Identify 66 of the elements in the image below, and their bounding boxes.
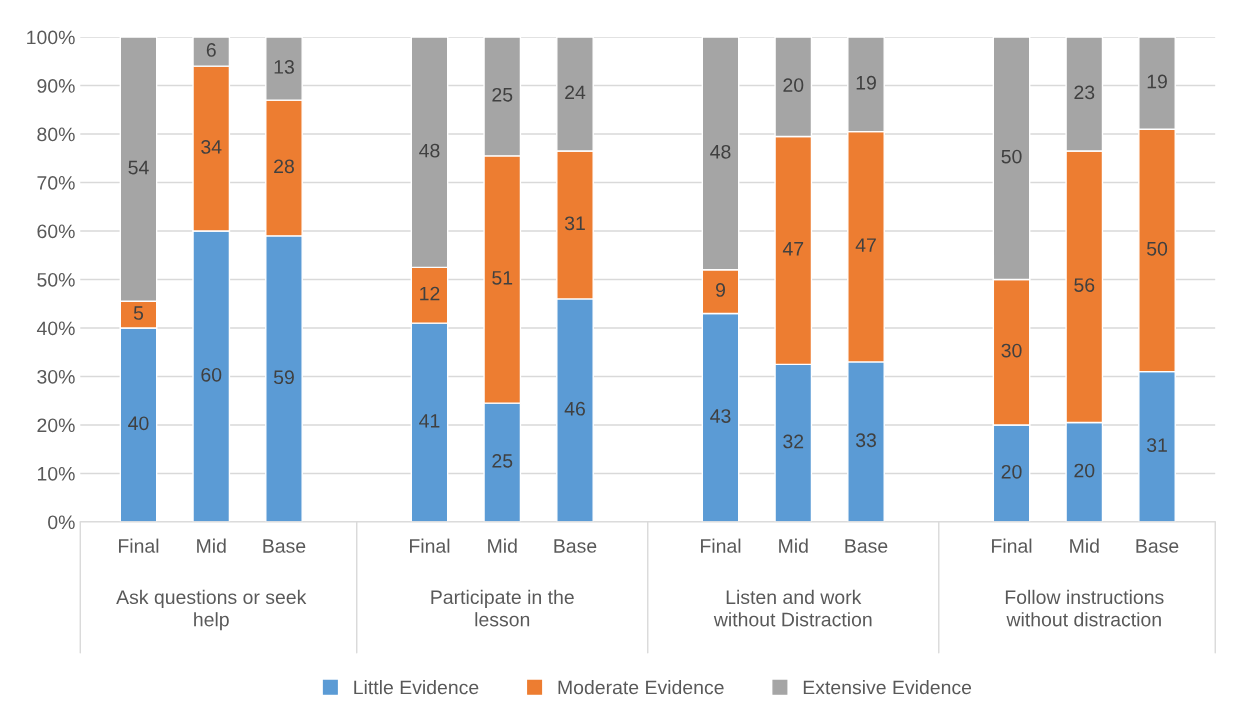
text: Listen and work without Distraction	[713, 589, 872, 627]
data-label: 31	[564, 216, 585, 231]
y-tick-label: 100%	[27, 30, 75, 45]
data-label: 60	[201, 367, 222, 382]
data-label: 46	[564, 401, 585, 416]
data-label: 43	[710, 409, 731, 423]
data-label: 25	[492, 87, 513, 102]
data-label: 47	[855, 238, 876, 252]
data-label: 40	[128, 416, 149, 431]
data-label: 48	[419, 143, 440, 158]
y-tick-label: 40%	[36, 321, 75, 336]
data-label: 54	[128, 160, 149, 175]
data-label: 50	[1147, 241, 1168, 256]
data-label: 33	[855, 433, 876, 448]
y-tick-label: 10%	[37, 466, 75, 481]
text: Participate in the lesson	[431, 589, 574, 627]
x-tick-label: Mid	[488, 538, 517, 553]
x-tick-label: Mid	[197, 538, 226, 553]
x-tick-label: Final	[119, 538, 159, 553]
data-label: 30	[1001, 343, 1022, 358]
legend-label: Extensive Evidence	[803, 680, 972, 695]
legend-label: Moderate Evidence	[558, 680, 724, 695]
data-label: 51	[492, 271, 513, 285]
x-tick-label: Base	[554, 539, 597, 553]
data-label: 5	[133, 306, 144, 320]
data-label: 6	[206, 43, 216, 57]
data-label: 34	[201, 140, 222, 154]
text: Follow instructions without distraction	[1005, 589, 1164, 627]
x-tick-label: Mid	[1070, 538, 1099, 553]
x-tick-label: Base	[845, 539, 888, 553]
data-label: 19	[1147, 74, 1167, 89]
text: Ask questions or seek help	[116, 589, 307, 631]
data-label: 47	[782, 242, 804, 256]
x-tick-label: Final	[410, 538, 450, 553]
data-label: 23	[1074, 85, 1095, 100]
data-label: 12	[420, 286, 440, 301]
x-tick-label: Base	[1136, 539, 1179, 553]
x-tick-label: Final	[701, 538, 741, 553]
data-label: 56	[1074, 278, 1095, 292]
y-tick-label: 50%	[37, 272, 75, 287]
data-label: 31	[1146, 438, 1167, 452]
y-tick-label: 0%	[48, 515, 75, 530]
y-tick-label: 70%	[37, 176, 75, 190]
data-label: 19	[856, 75, 876, 90]
legend-label: Little Evidence	[354, 680, 479, 695]
data-label: 20	[783, 78, 804, 92]
data-label: 50	[1001, 149, 1022, 164]
y-tick-label: 60%	[37, 224, 75, 239]
y-tick-label: 80%	[37, 127, 75, 142]
data-label: 13	[274, 60, 294, 74]
data-label: 48	[710, 144, 731, 159]
data-label: 20	[1001, 464, 1022, 479]
data-label: 59	[273, 370, 294, 385]
y-tick-label: 90%	[37, 79, 75, 93]
x-tick-label: Mid	[779, 538, 808, 553]
y-tick-label: 30%	[37, 369, 75, 384]
data-label: 9	[716, 283, 725, 297]
data-label: 25	[492, 453, 513, 468]
x-tick-label: Base	[263, 539, 306, 553]
data-label: 20	[1074, 463, 1095, 478]
y-tick-label: 20%	[37, 418, 75, 433]
data-label: 32	[783, 434, 804, 449]
data-label: 41	[419, 414, 440, 428]
x-tick-label: Final	[992, 538, 1032, 553]
data-label: 28	[274, 159, 294, 174]
data-label: 24	[565, 85, 586, 100]
